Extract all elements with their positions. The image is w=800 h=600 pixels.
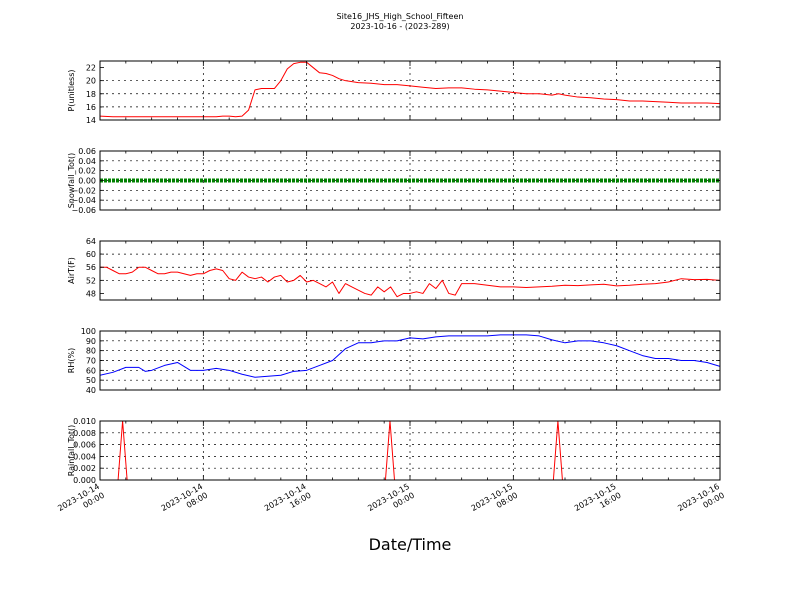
y-tick-label: −0.04 <box>71 196 96 205</box>
x-axis-label: Date/Time <box>369 535 452 554</box>
y-tick-label: 64 <box>86 237 96 246</box>
y-tick-label: 50 <box>86 376 96 385</box>
y-tick-label: 14 <box>86 116 96 125</box>
x-tick-label: 2023-10-1600:00 <box>676 482 726 522</box>
y-tick-label: 60 <box>86 366 96 375</box>
panel-5: 0.000 0.002 0.004 0.006 0.008 0.010Rainfall_T… <box>67 417 721 485</box>
y-tick-label: 80 <box>86 347 96 356</box>
x-tick-label: 2023-10-1408:00 <box>160 482 210 522</box>
y-tick-label: 40 <box>86 386 96 395</box>
plot-frame <box>99 420 721 481</box>
y-tick-label: 0.002 <box>73 464 96 473</box>
series-line-3-1 <box>100 266 721 298</box>
panel-3: 48 52 56 60 64 AirT(F) <box>67 237 721 301</box>
y-tick-label: 70 <box>86 357 96 366</box>
series-line-1-1 <box>99 61 721 118</box>
panels: 1416182022P(unitless)−0.06−0.04−0.020.00… <box>56 60 726 522</box>
y-tick-label: 0.008 <box>73 429 96 438</box>
x-axis-tick-labels: 2023-10-1400:00 2023-10-1408:00 2023-10-14… <box>56 482 726 522</box>
x-tick-label: 2023-10-1416:00 <box>263 482 313 522</box>
plot-frame <box>99 330 721 391</box>
y-tick-label: 0.004 <box>73 452 96 461</box>
y-tick-label: 0.06 <box>78 147 96 156</box>
y-tick-label: −0.02 <box>71 186 96 195</box>
y-tick-label: 16 <box>86 103 96 112</box>
y-tick-label: 48 <box>86 289 96 298</box>
series-line-4-1 <box>99 334 721 378</box>
y-tick-label: 18 <box>86 90 96 99</box>
panel-2: −0.06−0.04−0.020.000.020.040.06Snowfall_… <box>67 147 721 215</box>
figure-subtitle: 2023-10-16 - (2023-289) <box>350 22 449 31</box>
x-tick-label: 2023-10-1500:00 <box>366 482 416 522</box>
plot-frame <box>99 240 721 301</box>
x-tick-label: 2023-10-1508:00 <box>470 482 520 522</box>
x-tick-label: 2023-10-1400:00 <box>56 482 106 522</box>
y-tick-label: 100 <box>81 327 96 336</box>
y-tick-label: 0.02 <box>78 167 96 176</box>
series-line-5-1 <box>100 420 720 481</box>
y-tick-label: 60 <box>86 250 96 259</box>
y-tick-label: 22 <box>86 64 96 73</box>
y-tick-label: 0.010 <box>73 417 96 426</box>
y-axis-label: P(unitless) <box>67 69 76 111</box>
y-tick-label: −0.06 <box>71 206 96 215</box>
y-tick-label: 20 <box>86 77 96 86</box>
figure-title: Site16_JHS_High_School_Fifteen <box>337 12 464 21</box>
panel-1: 14 16 18 20 22 P(unitless) <box>67 60 721 125</box>
y-tick-label: 90 <box>86 337 96 346</box>
y-tick-label: 0.00 <box>78 177 96 186</box>
y-axis-label: AirT(F) <box>67 257 76 284</box>
y-axis-label: Snowfall_Tot() <box>67 153 76 209</box>
y-tick-label: 52 <box>86 276 96 285</box>
y-tick-label: 0.006 <box>73 441 96 450</box>
plot-frame <box>99 60 721 121</box>
y-tick-label: 0.04 <box>78 157 96 166</box>
y-axis-label: RH(%) <box>67 348 76 373</box>
y-tick-label: 56 <box>86 263 96 272</box>
y-tick-label: 0.000 <box>73 476 96 485</box>
y-axis-label: Rainfall_Tot() <box>67 425 76 477</box>
x-tick-label: 2023-10-1516:00 <box>573 482 623 522</box>
